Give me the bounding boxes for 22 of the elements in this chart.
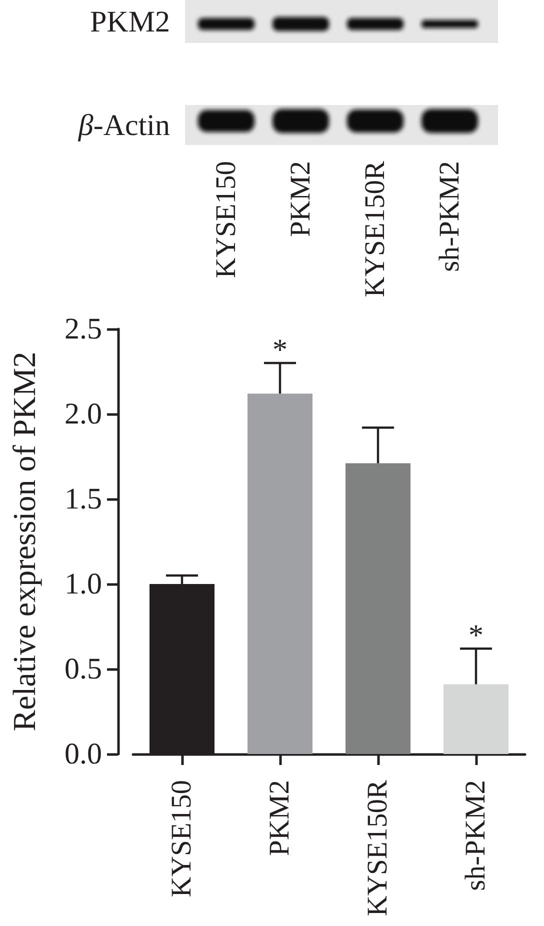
x-tick-label: sh-PKM2	[460, 780, 492, 891]
y-tick-label: 0.0	[64, 738, 102, 770]
annotation: *	[272, 334, 288, 366]
category-label: KYSE150R	[360, 161, 391, 298]
x-tick-label: KYSE150R	[362, 780, 394, 916]
y-tick-label: 1.5	[64, 482, 102, 516]
annotation: *	[468, 619, 484, 652]
category-label: sh-PKM2	[434, 161, 466, 272]
x-tick-label: KYSE150	[166, 780, 198, 898]
bar	[248, 394, 312, 754]
category-label: PKM2	[285, 161, 316, 238]
text: PKM2	[90, 5, 170, 38]
bar	[346, 463, 410, 754]
text: β-Actin	[77, 108, 170, 142]
y-tick-label: 2.5	[64, 312, 102, 346]
category-label: KYSE150	[210, 161, 242, 278]
y-tick-label: 2.0	[64, 398, 102, 430]
x-tick-label: PKM2	[264, 780, 296, 856]
y-axis-title: Relative expression of PKM2	[6, 352, 42, 732]
y-tick-label: 0.5	[64, 652, 102, 686]
bar	[444, 684, 508, 754]
y-tick-label: 1.0	[64, 568, 102, 600]
